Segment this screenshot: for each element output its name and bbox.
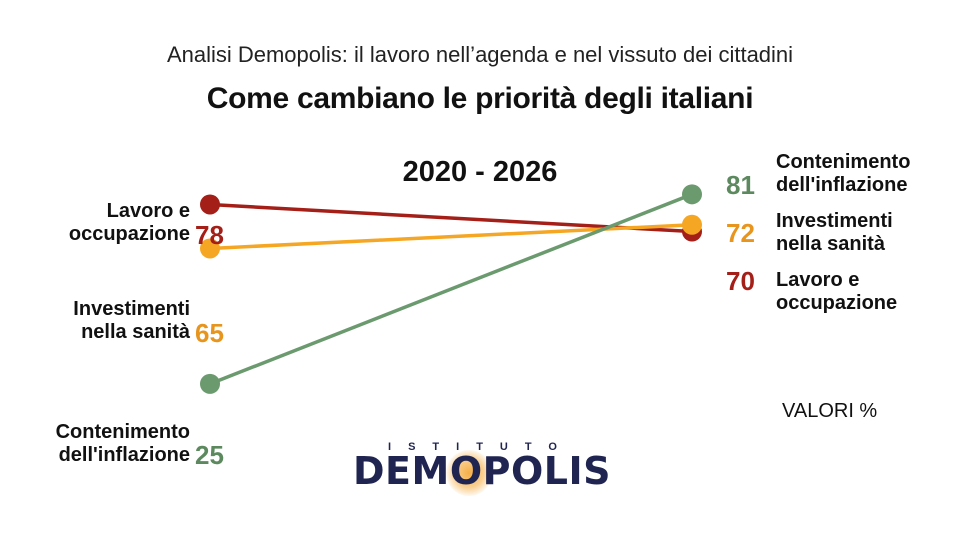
right-label-inflazione: Contenimento dell'inflazione — [776, 151, 956, 197]
left-label-lavoro-line1: Lavoro e — [106, 200, 190, 222]
point-inflazione-2020 — [200, 373, 220, 394]
right-label-sanita-line1: Investimenti — [776, 210, 893, 232]
value-lavoro-2020: 78 — [195, 220, 224, 250]
value-sanita-2026: 72 — [726, 218, 755, 248]
series-line-sanita — [209, 223, 693, 251]
left-label-inflazione: Contenimento dell'inflazione — [0, 421, 190, 467]
point-inflazione-2026 — [682, 184, 702, 205]
left-label-lavoro-line2: occupazione — [68, 223, 190, 245]
point-lavoro-2020 — [200, 194, 220, 215]
right-label-sanita-line2: nella sanità — [776, 233, 885, 255]
point-sanita-2020 — [200, 238, 220, 259]
logo-demopolis-text: DEMOPOLIS — [353, 449, 611, 493]
point-sanita-2026 — [682, 214, 702, 235]
left-label-inflazione-line2: dell'inflazione — [58, 444, 190, 466]
value-lavoro-2026: 70 — [726, 266, 755, 296]
chart-subtitle: Analisi Demopolis: il lavoro nell’agenda… — [166, 42, 794, 67]
logo-glow — [446, 450, 492, 496]
chart-title: Come cambiano le priorità degli italiani — [206, 82, 754, 115]
right-label-lavoro-line2: occupazione — [776, 292, 898, 314]
right-label-sanita: Investimenti nella sanità — [776, 210, 956, 256]
value-inflazione-2026: 81 — [726, 170, 755, 200]
units-note: VALORI % — [782, 400, 878, 422]
left-label-sanita-line1: Investimenti — [73, 298, 190, 320]
right-label-inflazione-line1: Contenimento — [776, 151, 911, 173]
right-label-lavoro: Lavoro e occupazione — [776, 269, 956, 315]
left-label-sanita-line2: nella sanità — [81, 321, 190, 343]
left-label-sanita: Investimenti nella sanità — [0, 298, 190, 344]
value-inflazione-2020: 25 — [195, 440, 224, 470]
period-label: 2020 - 2026 — [402, 156, 558, 188]
series-line-inflazione — [209, 192, 693, 386]
left-label-inflazione-line1: Contenimento — [55, 421, 190, 443]
left-label-lavoro: Lavoro e occupazione — [0, 200, 190, 246]
right-label-inflazione-line2: dell'inflazione — [776, 174, 908, 196]
right-label-lavoro-line1: Lavoro e — [776, 269, 860, 291]
value-sanita-2020: 65 — [195, 318, 224, 348]
logo-istituto-text: ISTITUTO — [388, 441, 574, 453]
